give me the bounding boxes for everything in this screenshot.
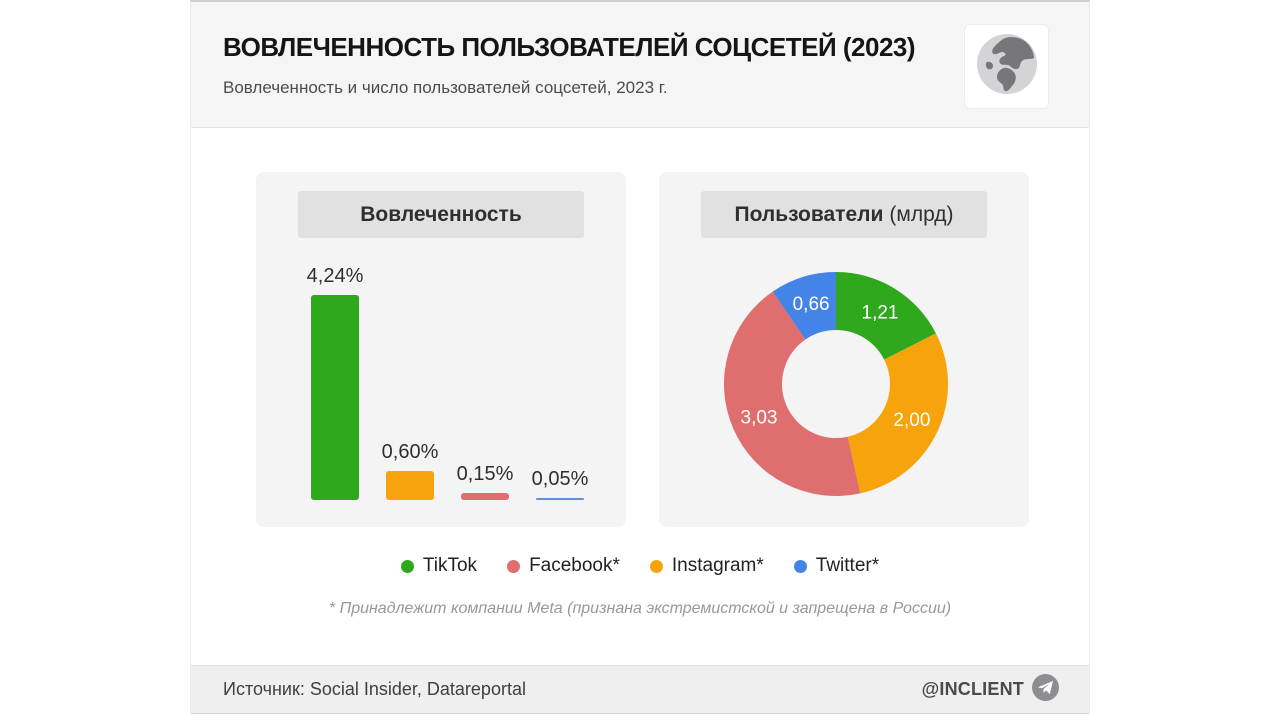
page-subtitle: Вовлеченность и число пользователей соцс… — [223, 78, 668, 97]
legend-dot-icon — [507, 559, 521, 573]
legend-label: Twitter* — [815, 555, 880, 576]
telegram-icon — [1032, 673, 1059, 706]
users-panel-title-suffix: (млрд) — [889, 202, 954, 226]
bar-value-label: 4,24% — [306, 265, 364, 287]
brand-block: @INCLIENT — [921, 673, 1059, 706]
legend-item-Twitter: Twitter* — [793, 555, 880, 577]
globe-icon — [975, 32, 1039, 101]
engagement-bar-chart: 4,24% 0,60% 0,15% 0,05% — [307, 265, 588, 500]
meta-footnote: * Принадлежит компании Meta (признана эк… — [328, 600, 952, 617]
bar-rect — [386, 471, 434, 500]
users-panel-title: Пользователи (млрд) — [701, 191, 987, 238]
users-panel-title-bold: Пользователи — [734, 202, 884, 226]
bar-rect — [311, 295, 359, 500]
legend-label: Instagram* — [671, 555, 764, 576]
engagement-panel: Вовлеченность 4,24% 0,60% 0,15% 0,05% — [256, 172, 626, 527]
engagement-panel-title-text: Вовлеченность — [360, 202, 522, 226]
bar-rect — [461, 492, 509, 500]
legend-label: TikTok — [422, 555, 478, 576]
bar-rect — [536, 497, 584, 500]
donut-slice-Twitter* — [772, 272, 836, 340]
bar-TikTok: 4,24% — [307, 265, 363, 500]
users-donut-chart: 1,21 2,00 3,03 0,66 — [724, 272, 949, 497]
legend-label: Facebook* — [529, 555, 620, 576]
bar-Instagram*: 0,60% — [382, 441, 438, 500]
legend-item-Facebook: Facebook* — [507, 555, 620, 577]
legend-dot-icon — [400, 559, 414, 573]
bar-value-label: 0,05% — [531, 467, 589, 490]
donut-value-label: 1,21 — [862, 302, 899, 323]
chart-legend: TikTok Facebook* Instagram* Twitter* — [191, 555, 1089, 577]
legend-dot-icon — [649, 559, 663, 573]
legend-item-TikTok: TikTok — [400, 555, 478, 577]
card-header: ВОВЛЕЧЕННОСТЬ ПОЛЬЗОВАТЕЛЕЙ СОЦСЕТЕЙ (20… — [191, 2, 1089, 128]
donut-slice-TikTok — [836, 272, 936, 360]
donut-value-label: 3,03 — [741, 408, 778, 429]
logo-box — [964, 24, 1049, 109]
bar-value-label: 0,60% — [381, 441, 439, 463]
bar-value-label: 0,15% — [456, 462, 514, 485]
donut-value-label: 2,00 — [893, 410, 930, 431]
donut-slice-Facebook* — [724, 291, 861, 497]
legend-item-Instagram: Instagram* — [649, 555, 764, 577]
card-footer: Источник: Social Insider, Datareportal @… — [191, 665, 1089, 714]
donut-value-label: 0,66 — [793, 294, 830, 315]
page-title: ВОВЛЕЧЕННОСТЬ ПОЛЬЗОВАТЕЛЕЙ СОЦСЕТЕЙ (20… — [223, 32, 916, 62]
bar-Twitter*: 0,05% — [532, 468, 588, 500]
brand-handle: @INCLIENT — [921, 679, 1024, 699]
legend-dot-icon — [793, 559, 807, 573]
donut-slice-Instagram* — [847, 333, 949, 494]
users-panel: Пользователи (млрд) 1,21 2,00 3,03 0,66 — [659, 172, 1029, 527]
source-text: Источник: Social Insider, Datareportal — [223, 679, 526, 699]
infographic-card: ВОВЛЕЧЕННОСТЬ ПОЛЬЗОВАТЕЛЕЙ СОЦСЕТЕЙ (20… — [190, 0, 1090, 714]
engagement-panel-title: Вовлеченность — [298, 191, 584, 238]
bar-Facebook*: 0,15% — [457, 463, 513, 500]
